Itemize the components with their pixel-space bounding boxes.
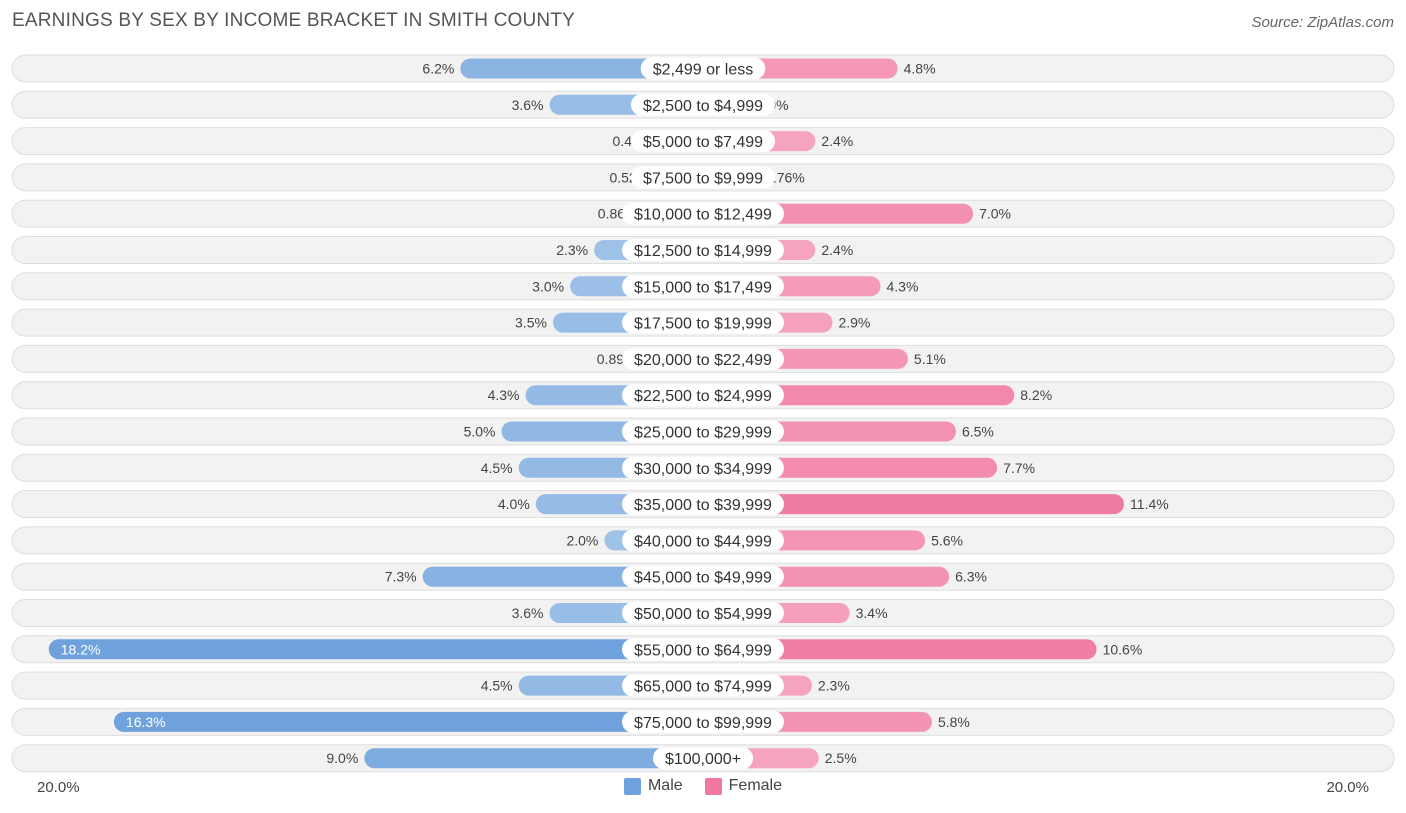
category-label: $10,000 to $12,499	[634, 207, 772, 224]
category-pill	[622, 710, 784, 733]
category-label: $75,000 to $99,999	[634, 715, 772, 732]
legend-item-male[interactable]: Male	[623, 777, 683, 795]
category-pill	[622, 638, 784, 661]
category-label: $2,499 or less	[653, 62, 754, 79]
female-value-label: 6.5%	[962, 424, 994, 440]
category-label: $22,500 to $24,999	[634, 388, 772, 405]
category-pill	[622, 202, 784, 225]
axis-left-label: 20.0%	[37, 779, 80, 796]
male-bar[interactable]	[364, 748, 703, 769]
category-pill	[622, 420, 784, 443]
female-value-label: 7.0%	[979, 206, 1011, 222]
female-value-label: 2.4%	[821, 133, 853, 149]
category-label: $12,500 to $14,999	[634, 243, 772, 260]
category-pill	[640, 57, 766, 80]
male-bar[interactable]	[48, 639, 704, 660]
male-value-label: 2.0%	[566, 532, 598, 548]
category-label: $50,000 to $54,999	[634, 606, 772, 623]
male-value-label: 3.6%	[512, 97, 544, 113]
chart-title: EARNINGS BY SEX BY INCOME BRACKET IN SMI…	[12, 10, 576, 31]
female-value-label: 2.5%	[825, 750, 857, 766]
male-value-label: 16.3%	[126, 714, 166, 730]
male-value-label: 2.3%	[556, 242, 588, 258]
category-label: $35,000 to $39,999	[634, 497, 772, 514]
category-label: $5,000 to $7,499	[643, 134, 763, 151]
category-pill	[622, 674, 784, 697]
legend-label-female: Female	[728, 777, 783, 794]
male-value-label: 4.5%	[481, 460, 513, 476]
legend-swatch-female	[704, 777, 722, 795]
category-pill	[630, 93, 776, 116]
male-value-label: 3.0%	[532, 278, 564, 294]
category-pill	[622, 565, 784, 588]
male-value-label: 5.0%	[464, 424, 496, 440]
source-note: Source: ZipAtlas.com	[1251, 14, 1394, 31]
male-value-label: 4.0%	[498, 496, 530, 512]
female-value-label: 10.6%	[1103, 641, 1143, 657]
female-value-label: 0.76%	[765, 169, 805, 185]
female-value-label: 3.4%	[856, 605, 888, 621]
category-label: $45,000 to $49,999	[634, 570, 772, 587]
category-label: $100,000+	[665, 751, 741, 768]
male-value-label: 3.6%	[512, 605, 544, 621]
female-value-label: 4.3%	[886, 278, 918, 294]
female-value-label: 5.8%	[938, 714, 970, 730]
category-pill	[630, 166, 776, 189]
female-value-label: 2.3%	[818, 678, 850, 694]
female-value-label: 5.1%	[914, 351, 946, 367]
legend-label-male: Male	[647, 777, 683, 794]
category-label: $25,000 to $29,999	[634, 425, 772, 442]
category-label: $30,000 to $34,999	[634, 461, 772, 478]
male-value-label: 3.5%	[515, 315, 547, 331]
category-pill	[622, 493, 784, 516]
category-label: $55,000 to $64,999	[634, 642, 772, 659]
category-pill	[652, 747, 754, 770]
female-value-label: 2.4%	[821, 242, 853, 258]
axis-right-label: 20.0%	[1326, 779, 1369, 796]
category-pill	[622, 275, 784, 298]
category-label: $40,000 to $44,999	[634, 533, 772, 550]
category-label: $65,000 to $74,999	[634, 679, 772, 696]
category-pill	[622, 239, 784, 261]
female-value-label: 11.4%	[1130, 496, 1169, 512]
legend-item-female[interactable]: Female	[704, 777, 783, 795]
male-value-label: 7.3%	[385, 569, 417, 585]
male-bar[interactable]	[113, 711, 703, 732]
female-value-label: 8.2%	[1020, 387, 1052, 403]
female-value-label: 5.6%	[931, 532, 963, 548]
female-value-label: 2.9%	[838, 315, 870, 331]
category-pill	[622, 384, 784, 407]
category-label: $2,500 to $4,999	[643, 98, 763, 115]
male-value-label: 4.5%	[481, 678, 513, 694]
category-label: $20,000 to $22,499	[634, 352, 772, 369]
category-pill	[622, 529, 784, 552]
male-value-label: 9.0%	[326, 750, 358, 766]
category-label: $7,500 to $9,999	[643, 170, 763, 187]
female-value-label: 4.8%	[904, 61, 936, 77]
female-bar[interactable]	[703, 639, 1097, 660]
category-pill	[622, 456, 784, 479]
category-pill	[630, 130, 776, 153]
category-pill	[622, 347, 784, 370]
female-bar[interactable]	[703, 494, 1125, 515]
legend-swatch-male	[623, 777, 641, 795]
legend: Male Female	[0, 777, 1406, 795]
female-value-label: 6.3%	[955, 569, 987, 585]
male-value-label: 6.2%	[422, 61, 454, 77]
category-label: $17,500 to $19,999	[634, 316, 772, 333]
category-pill	[622, 602, 784, 624]
category-pill	[622, 311, 784, 334]
female-value-label: 7.7%	[1003, 460, 1035, 476]
male-value-label: 18.2%	[61, 641, 101, 657]
male-value-label: 4.3%	[488, 387, 520, 403]
category-label: $15,000 to $17,499	[634, 279, 772, 296]
